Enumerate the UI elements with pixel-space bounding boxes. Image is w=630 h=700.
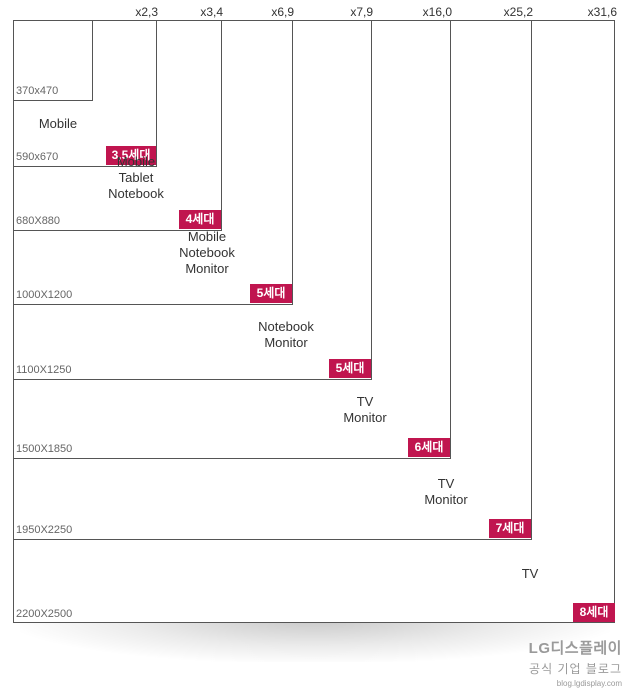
substrate-size-label: 1000X1200: [16, 289, 73, 301]
area-multiplier-label: x7,9: [350, 5, 373, 19]
generation-box: [13, 20, 372, 380]
generation-box: [13, 20, 532, 540]
application-list: Mobile Tablet Notebook: [81, 154, 191, 202]
area-multiplier-label: x31,6: [587, 5, 617, 19]
generation-badge: 4세대: [179, 210, 221, 229]
generation-badge: 8세대: [573, 603, 615, 622]
substrate-size-label: 370x470: [16, 85, 59, 97]
application-label: TV: [437, 476, 455, 491]
application-label: Monitor: [424, 492, 468, 507]
application-list: Mobile: [13, 116, 103, 132]
generation-box: [13, 20, 451, 459]
substrate-size-label: 590x670: [16, 151, 59, 163]
generation-badge: 6세대: [408, 438, 450, 457]
generation-box: [13, 20, 293, 305]
area-multiplier-label: x6,9: [271, 5, 294, 19]
application-list: TV: [475, 566, 585, 582]
application-label: Tablet: [118, 170, 154, 185]
area-multiplier-label: x2,3: [135, 5, 158, 19]
application-list: Mobile Notebook Monitor: [152, 229, 262, 277]
generation-badge: 5세대: [329, 359, 371, 378]
application-list: TV Monitor: [310, 394, 420, 426]
application-list: TV Monitor: [391, 476, 501, 508]
logo-subtitle: 공식 기업 블로그: [529, 662, 622, 676]
generation-box: [13, 20, 157, 167]
application-label: Notebook: [108, 186, 164, 201]
substrate-size-label: 1500X1850: [16, 443, 73, 455]
application-label: TV: [356, 394, 374, 409]
generation-badge: 5세대: [250, 284, 292, 303]
application-label: Monitor: [185, 261, 229, 276]
application-label: Monitor: [343, 410, 387, 425]
application-label: Mobile: [116, 154, 156, 169]
generation-box: [13, 20, 222, 231]
application-label: Mobile: [187, 229, 227, 244]
application-label: Monitor: [264, 335, 308, 350]
logo-title: LG디스플레이: [528, 640, 622, 657]
application-list: Notebook Monitor: [231, 319, 341, 351]
application-label: Mobile: [38, 116, 78, 131]
lg-display-blog-logo: LG디스플레이 공식 기업 블로그 blog.lgdisplay.com: [529, 637, 622, 688]
substrate-size-label: 2200X2500: [16, 608, 73, 620]
substrate-size-label: 1950X2250: [16, 524, 73, 536]
frame-shadow: [20, 618, 610, 662]
substrate-size-label: 1100X1250: [16, 364, 72, 376]
generation-badge: 3,5세대: [106, 146, 156, 165]
substrate-size-label: 680X880: [16, 215, 61, 227]
area-multiplier-label: x3,4: [200, 5, 223, 19]
generation-badge: 7세대: [489, 519, 531, 538]
application-label: Notebook: [179, 245, 235, 260]
logo-url: blog.lgdisplay.com: [556, 679, 622, 688]
application-label: Notebook: [258, 319, 314, 334]
area-multiplier-label: x25,2: [503, 5, 533, 19]
area-multiplier-label: x16,0: [422, 5, 452, 19]
generation-box: [13, 20, 93, 101]
application-label: TV: [521, 566, 539, 581]
